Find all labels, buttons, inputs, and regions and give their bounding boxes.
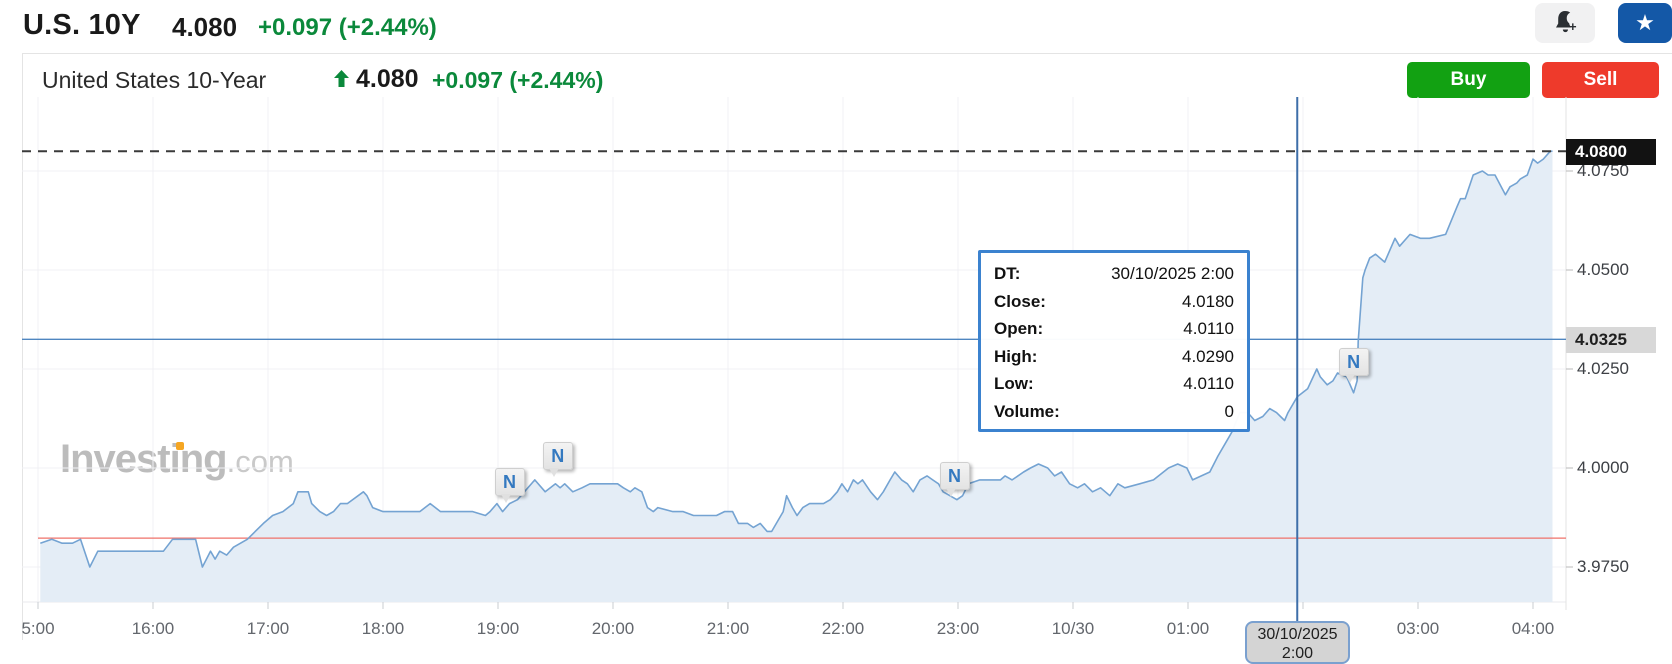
star-icon: ★: [1635, 10, 1655, 35]
crosshair-date: 30/10/2025: [1257, 626, 1338, 643]
create-alert-button[interactable]: +: [1535, 3, 1595, 43]
bell-plus-icon: +: [1556, 11, 1577, 34]
header-change-pct: (+2.44%): [338, 14, 437, 41]
tooltip-label: Volume:: [994, 401, 1060, 421]
watermark-brand: Investing: [60, 437, 228, 481]
header-change-abs: +0.097: [258, 14, 333, 41]
tooltip-row: DT: 30/10/2025 2:00: [994, 260, 1234, 288]
news-marker[interactable]: N: [494, 467, 525, 503]
sell-button[interactable]: Sell: [1542, 62, 1659, 98]
arrow-up-icon: [334, 70, 349, 92]
panel-divider-left: [22, 53, 23, 640]
watermark-orange-dot-icon: [176, 442, 184, 450]
investing-watermark: Investing.com: [60, 437, 294, 482]
watermark-suffix: .com: [226, 444, 294, 479]
header-change: +0.097 (+2.44%): [258, 14, 437, 42]
tooltip-value: 30/10/2025 2:00: [1111, 264, 1234, 283]
sub-change-abs: +0.097: [432, 67, 503, 93]
series-area-fill: [40, 151, 1553, 602]
tooltip-row: Low: 4.0110: [994, 370, 1234, 398]
series-line: [40, 150, 1553, 568]
tooltip-value: 4.0110: [1183, 319, 1234, 338]
tooltip-label: Open:: [994, 319, 1044, 338]
ohlc-tooltip: DT: 30/10/2025 2:00 Close: 4.0180 Open: 4.011…: [978, 250, 1250, 432]
sub-change-pct: (+2.44%): [509, 67, 604, 93]
tooltip-row: High: 4.0290: [994, 343, 1234, 371]
tooltip-label: High:: [994, 346, 1038, 366]
panel-divider: [22, 53, 1672, 54]
instrument-name: United States 10-Year: [42, 67, 267, 93]
page-title: U.S. 10Y: [23, 9, 141, 41]
news-marker[interactable]: N: [1338, 347, 1369, 383]
tooltip-row: Open: 4.0110: [994, 315, 1234, 343]
tooltip-label: Close:: [994, 291, 1046, 311]
sub-last-price: 4.080: [356, 65, 419, 93]
tooltip-label: DT:: [994, 264, 1021, 283]
crosshair-time: 2:00: [1281, 645, 1314, 662]
header-last-price: 4.080: [172, 12, 238, 42]
tooltip-value: 4.0110: [1183, 374, 1234, 393]
price-chart[interactable]: [0, 97, 1672, 664]
tooltip-value: 4.0180: [1182, 291, 1234, 311]
crosshair-date-label: 30/10/2025 2:00: [1245, 621, 1350, 664]
news-marker[interactable]: N: [542, 442, 573, 478]
sub-change: +0.097 (+2.44%): [432, 67, 603, 94]
buy-button[interactable]: Buy: [1407, 62, 1530, 98]
tooltip-value: 0: [1224, 401, 1234, 421]
tooltip-row: Volume: 0: [994, 398, 1234, 426]
news-marker[interactable]: N: [939, 461, 970, 497]
add-to-watchlist-button[interactable]: ★: [1618, 3, 1672, 43]
tooltip-value: 4.0290: [1182, 346, 1234, 366]
tooltip-label: Low:: [994, 374, 1034, 393]
tooltip-row: Close: 4.0180: [994, 288, 1234, 316]
svg-text:+: +: [1569, 19, 1577, 34]
